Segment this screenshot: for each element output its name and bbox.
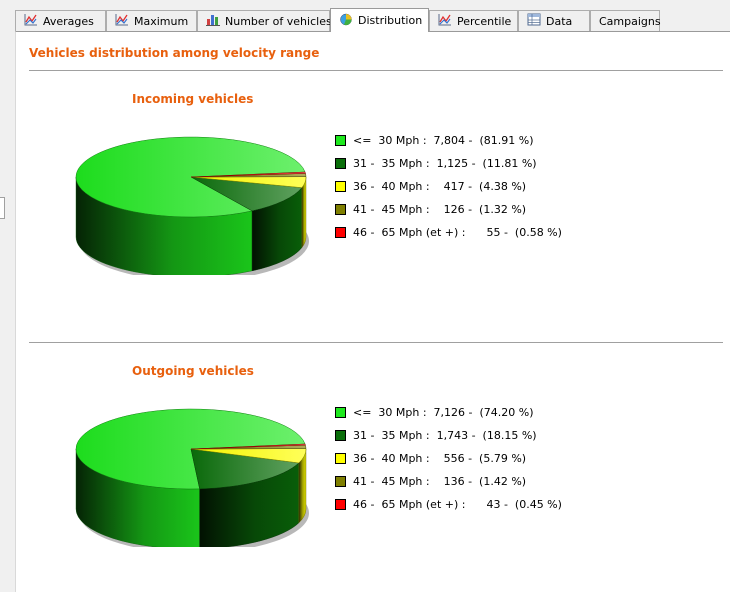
pie-chart-incoming — [75, 136, 309, 275]
legend-swatch — [335, 499, 346, 511]
legend-swatch — [335, 181, 346, 193]
legend-swatch — [335, 227, 346, 239]
tab-campaigns[interactable]: Campaigns — [590, 10, 661, 31]
legend-label: 41 - 45 Mph : 126 - (1.32 %) — [353, 203, 527, 217]
legend-outgoing: <= 30 Mph : 7,126 - (74.20 %) 31 - 35 Mp… — [335, 401, 562, 516]
tab-averages[interactable]: Averages — [15, 10, 106, 31]
legend-swatch — [335, 204, 346, 216]
tab-label: Distribution — [358, 14, 423, 27]
tab-number-of-vehicles[interactable]: Number of vehicles — [197, 10, 332, 31]
divider — [29, 70, 723, 71]
legend-swatch — [335, 453, 346, 465]
legend-label: 36 - 40 Mph : 417 - (4.38 %) — [353, 180, 527, 194]
tab-bar: Averages Maximum Number of vehicles Dist… — [15, 8, 730, 32]
tab-data[interactable]: Data — [518, 10, 590, 31]
legend-label: 46 - 65 Mph (et +) : 43 - (0.45 %) — [353, 498, 562, 512]
legend-swatch — [335, 407, 346, 419]
divider — [29, 342, 723, 343]
pie-slice-46-65-mph-et — [190, 171, 306, 178]
tab-label: Maximum — [134, 14, 189, 28]
legend-item: 36 - 40 Mph : 417 - (4.38 %) — [335, 175, 562, 198]
bar-chart-icon — [206, 13, 220, 29]
line-chart-icon — [24, 13, 38, 29]
chart-title-outgoing: Outgoing vehicles — [132, 364, 254, 378]
pie-slice-30-mph — [75, 136, 306, 218]
legend-item: 46 - 65 Mph (et +) : 43 - (0.45 %) — [335, 493, 562, 516]
pie-chart-icon — [339, 13, 353, 29]
tab-percentile[interactable]: Percentile — [429, 10, 518, 31]
legend-item: 36 - 40 Mph : 556 - (5.79 %) — [335, 447, 562, 470]
table-icon — [527, 13, 541, 29]
legend-item: 41 - 45 Mph : 126 - (1.32 %) — [335, 198, 562, 221]
legend-swatch — [335, 158, 346, 170]
pie-slice-31-35-mph — [190, 176, 303, 212]
legend-label: 41 - 45 Mph : 136 - (1.42 %) — [353, 475, 527, 489]
tab-label: Number of vehicles — [225, 14, 332, 28]
legend-swatch — [335, 476, 346, 488]
splitter-handle[interactable] — [0, 197, 5, 219]
pie-chart-outgoing — [75, 408, 309, 547]
pie-slice-46-65-mph-et — [190, 443, 306, 450]
tab-maximum[interactable]: Maximum — [106, 10, 197, 31]
tab-label: Campaigns — [599, 14, 661, 28]
legend-swatch — [335, 430, 346, 442]
line-chart-icon — [115, 13, 129, 29]
tab-label: Data — [546, 14, 573, 28]
line-chart-icon — [438, 13, 452, 29]
pie-top — [75, 136, 307, 218]
pie-top — [75, 408, 307, 490]
legend-item: 31 - 35 Mph : 1,743 - (18.15 %) — [335, 424, 562, 447]
legend-label: 31 - 35 Mph : 1,743 - (18.15 %) — [353, 429, 537, 443]
tab-distribution[interactable]: Distribution — [330, 8, 429, 32]
legend-swatch — [335, 135, 346, 147]
legend-item: <= 30 Mph : 7,804 - (81.91 %) — [335, 129, 562, 152]
legend-label: 46 - 65 Mph (et +) : 55 - (0.58 %) — [353, 226, 562, 240]
pie-slice-31-35-mph — [190, 448, 300, 490]
tab-label: Averages — [43, 14, 94, 28]
pie-sides — [75, 448, 307, 547]
chart-title-incoming: Incoming vehicles — [132, 92, 254, 106]
legend-item: <= 30 Mph : 7,126 - (74.20 %) — [335, 401, 562, 424]
legend-incoming: <= 30 Mph : 7,804 - (81.91 %) 31 - 35 Mp… — [335, 129, 562, 244]
legend-item: 41 - 45 Mph : 136 - (1.42 %) — [335, 470, 562, 493]
legend-item: 31 - 35 Mph : 1,125 - (11.81 %) — [335, 152, 562, 175]
legend-label: <= 30 Mph : 7,804 - (81.91 %) — [353, 134, 534, 148]
pie-slice-30-mph — [75, 408, 306, 490]
tab-label: Percentile — [457, 14, 512, 28]
page-title: Vehicles distribution among velocity ran… — [29, 46, 320, 60]
legend-item: 46 - 65 Mph (et +) : 55 - (0.58 %) — [335, 221, 562, 244]
left-splitter[interactable] — [0, 0, 15, 592]
legend-label: 36 - 40 Mph : 556 - (5.79 %) — [353, 452, 527, 466]
legend-label: <= 30 Mph : 7,126 - (74.20 %) — [353, 406, 534, 420]
legend-label: 31 - 35 Mph : 1,125 - (11.81 %) — [353, 157, 537, 171]
